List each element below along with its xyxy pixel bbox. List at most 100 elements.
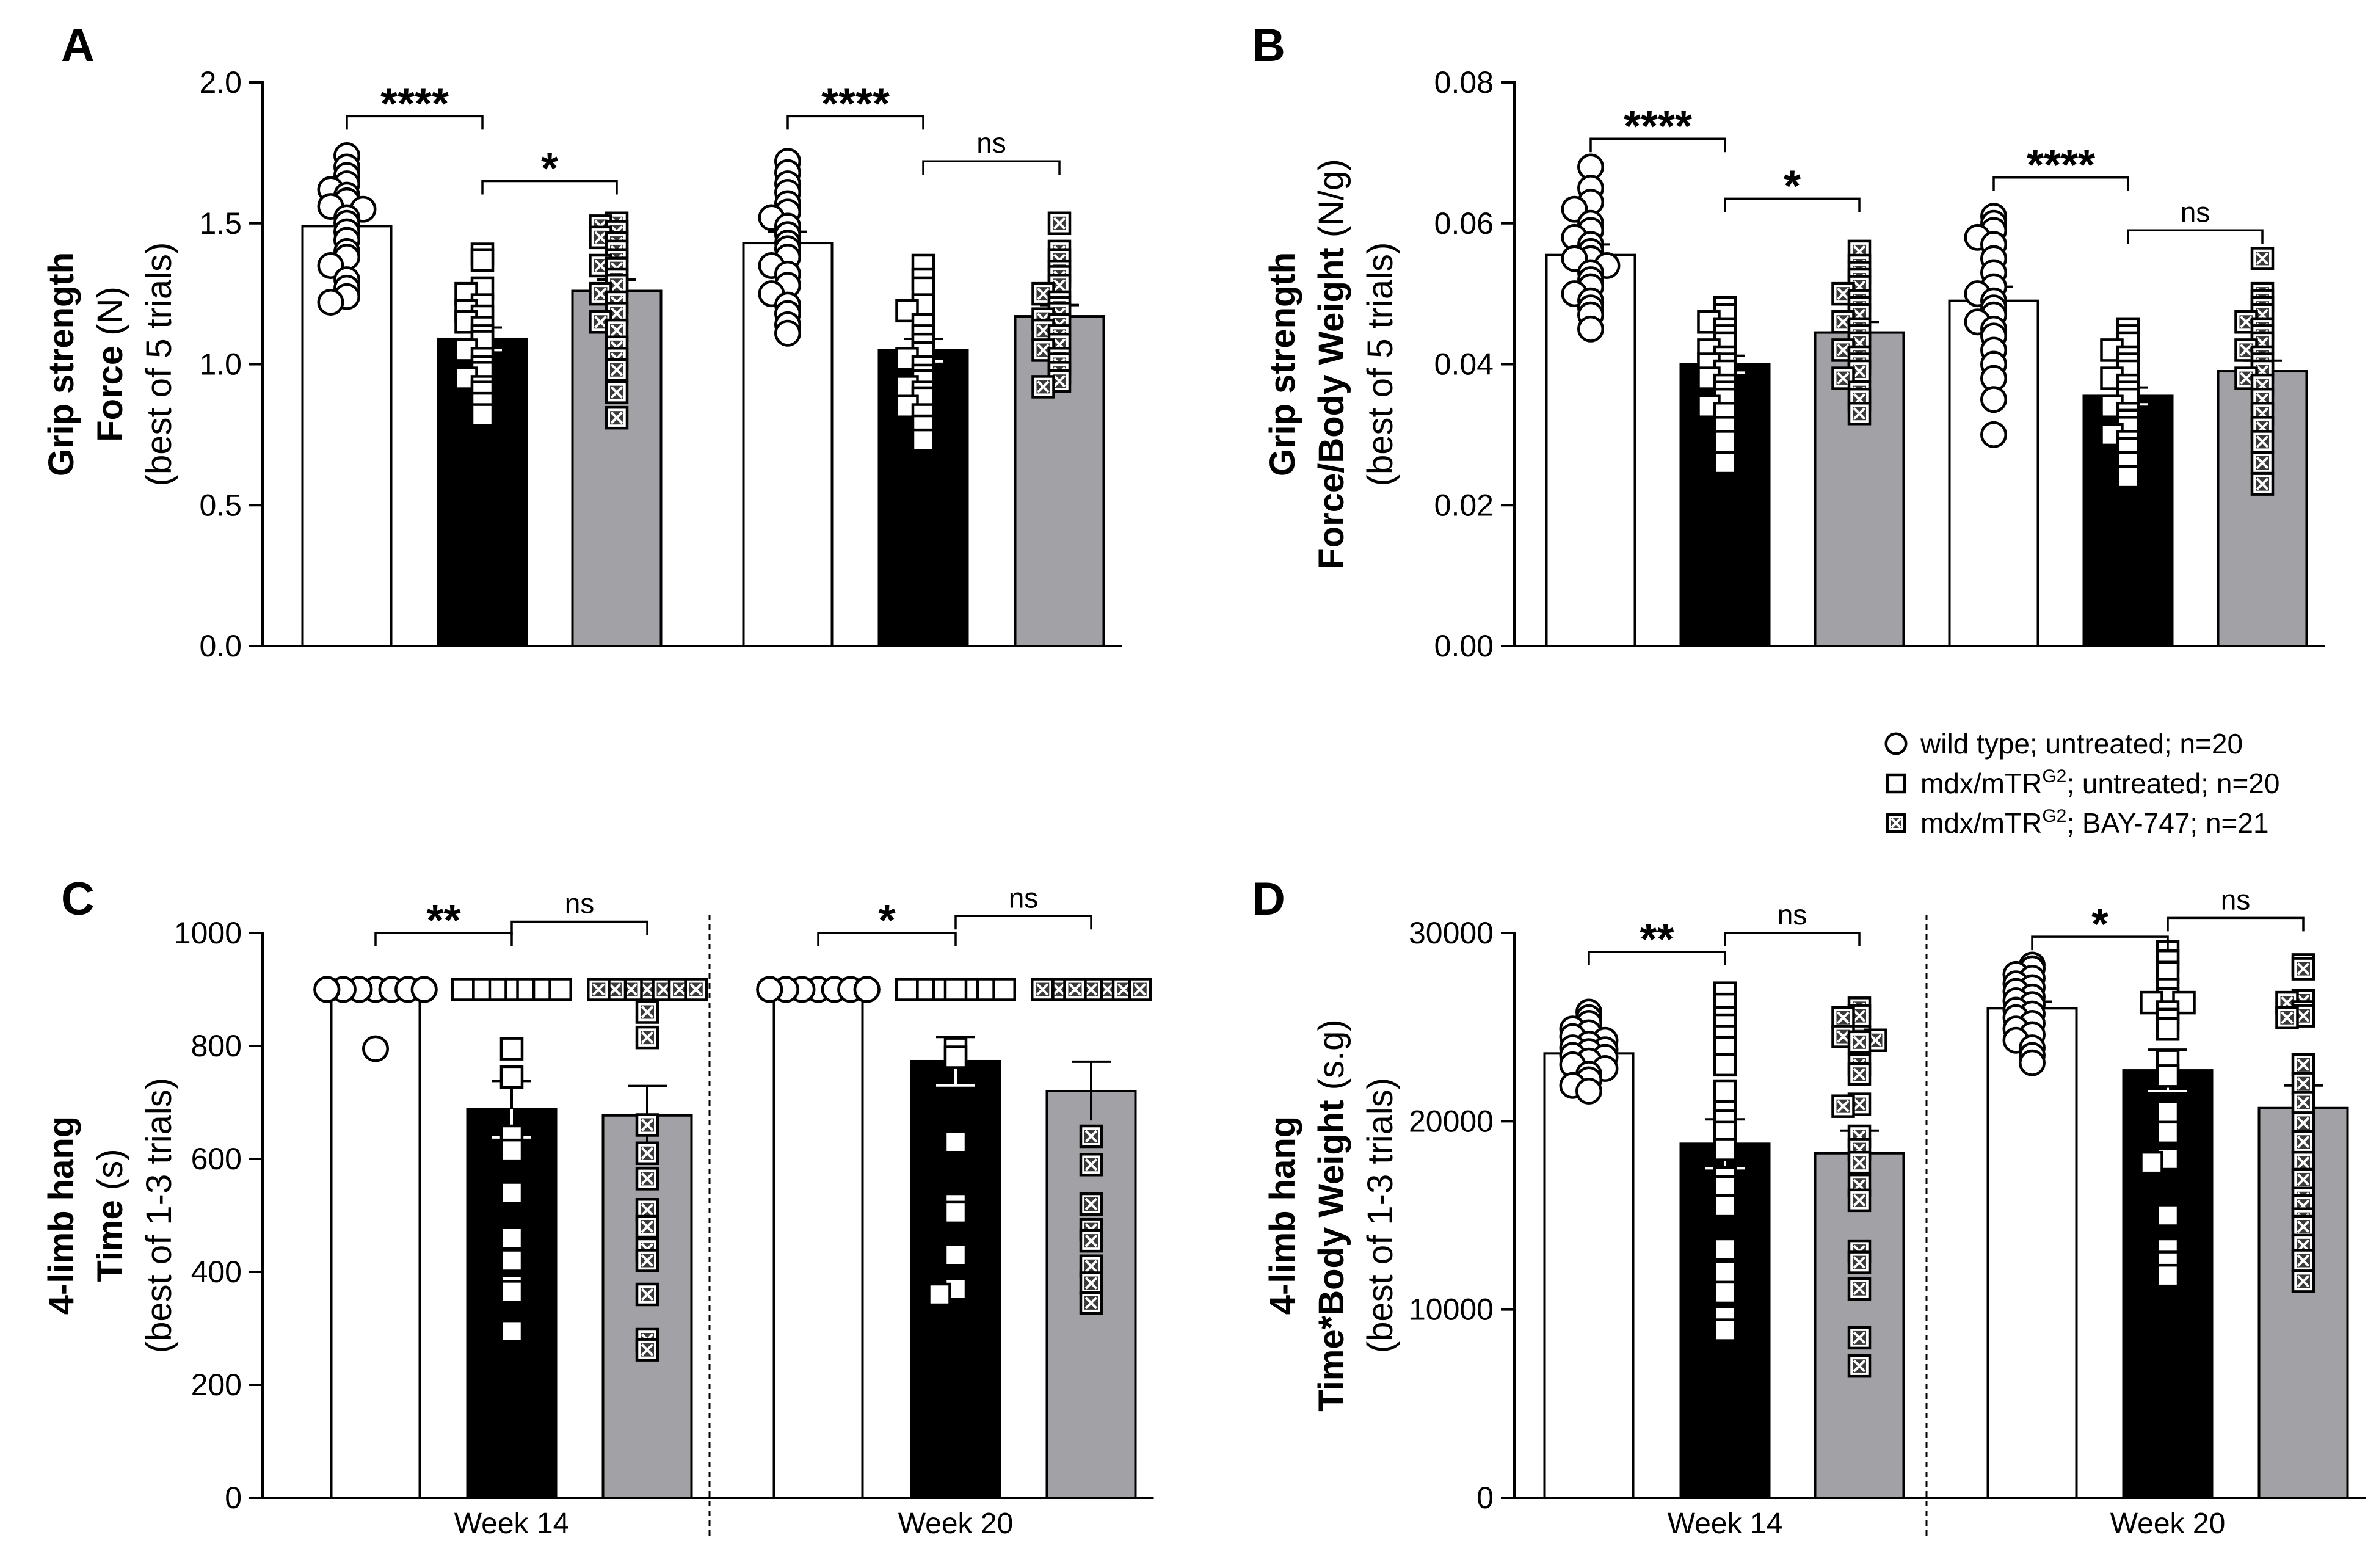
data-point-bay-x2 xyxy=(641,1254,654,1267)
data-point-bay-x2 xyxy=(1069,983,1081,996)
data-point-bay-x2 xyxy=(594,287,607,300)
data-point-bay-x2 xyxy=(2297,1117,2310,1130)
data-point-bay-x2 xyxy=(673,983,686,996)
data-point-bay-frame xyxy=(635,1025,659,1050)
data-point-bay-x2 xyxy=(1853,1156,1866,1169)
y-tick-label: 0.04 xyxy=(1434,347,1494,382)
legend-marker-xsquare xyxy=(1886,813,1906,833)
y-tick-label: 1.5 xyxy=(199,206,242,241)
data-point-mdx xyxy=(2156,1263,2180,1288)
data-point-bay-x2 xyxy=(689,983,703,996)
data-point-bay-x2 xyxy=(1853,1256,1866,1269)
data-point-bay-x2 xyxy=(592,983,605,996)
data-point-mdx xyxy=(1713,451,1737,475)
legend-entry-prefix: mdx/mTR xyxy=(1920,807,2042,839)
data-point-mdx xyxy=(2140,1150,2163,1175)
y-axis-label-unit: (s) xyxy=(90,1149,130,1200)
data-point-wt xyxy=(853,976,881,1003)
bracket-line xyxy=(1724,932,1861,946)
data-point-bay xyxy=(1847,1326,1872,1350)
data-point-bay-x2 xyxy=(1853,1282,1866,1296)
data-point-bay-x2 xyxy=(1853,1331,1866,1345)
x-group-label: Week 20 xyxy=(2110,1508,2226,1540)
data-point-bay-x2 xyxy=(2297,962,2310,975)
data-point-wt xyxy=(410,976,438,1003)
data-point-bay-x2 xyxy=(2297,1077,2310,1090)
data-point-mdx xyxy=(2156,1017,2180,1041)
significance-label: **** xyxy=(2027,141,2095,190)
data-point-bay-x2 xyxy=(1853,1098,1866,1111)
data-point-bay xyxy=(1847,1250,1872,1274)
y-tick-label: 1000 xyxy=(174,916,242,950)
y-tick-label: 10000 xyxy=(1409,1293,1494,1327)
data-point-bay-x2 xyxy=(641,1203,654,1216)
significance-label: * xyxy=(878,896,895,945)
data-point-bay-x2 xyxy=(1869,1034,1882,1047)
y-tick-label: 0 xyxy=(225,1481,242,1515)
data-point-bay-x2 xyxy=(641,983,654,996)
x-group-label: Week 14 xyxy=(1668,1508,1783,1540)
legend-entry-prefix: mdx/mTR xyxy=(1920,768,2042,799)
data-point-bay-x2 xyxy=(1853,1067,1866,1081)
significance-label: **** xyxy=(821,79,890,128)
y-axis-label-main: Time*Body Weight xyxy=(1312,1100,1351,1411)
data-point-bay-x2 xyxy=(2297,1173,2310,1186)
panel-letter-D: D xyxy=(1252,873,1285,925)
bracket-line xyxy=(922,160,1061,175)
y-axis-label-line-2: Time (s) xyxy=(90,1149,130,1282)
data-point-mdx xyxy=(470,403,495,427)
bar-mdx-week14 xyxy=(466,1108,558,1499)
bracket-line xyxy=(481,180,618,195)
data-point-wt xyxy=(1577,315,1604,343)
data-point-bay-x2 xyxy=(2297,1254,2310,1267)
data-point-bay-x2 xyxy=(625,983,637,996)
significance-label: ns xyxy=(2221,884,2251,915)
significance-bracket: ns xyxy=(2167,884,2305,932)
significance-bracket: ns xyxy=(922,127,1061,175)
data-point-mdx xyxy=(895,978,919,1001)
data-point-bay xyxy=(1031,978,1055,1001)
data-point-bay xyxy=(1847,1277,1872,1301)
data-point-bay-x2 xyxy=(2297,1275,2310,1288)
bracket-line xyxy=(786,115,924,130)
data-point-bay-x2 xyxy=(1853,407,1866,420)
data-point-bay xyxy=(2291,1167,2315,1192)
y-axis-label-main: Force xyxy=(90,346,130,442)
legend-entry: mdx/mTRG2; untreated; n=20 xyxy=(1920,766,2279,799)
legend-marker-square xyxy=(1886,773,1906,794)
data-point-bay-x2 xyxy=(1084,1130,1098,1143)
data-point-bay-x2 xyxy=(2256,435,2269,448)
significance-label: ns xyxy=(2181,196,2210,228)
significance-bracket: ns xyxy=(510,888,648,935)
data-point-bay-x2 xyxy=(2297,1156,2310,1169)
y-tick-label: 800 xyxy=(191,1029,242,1063)
data-point-bay-x2 xyxy=(610,411,623,424)
panel-letter-A: A xyxy=(61,20,95,71)
data-point-mdx xyxy=(1713,1138,1737,1161)
data-point-bay-x2 xyxy=(1853,365,1866,378)
data-point-mdx xyxy=(1713,1053,1737,1077)
significance-bracket: **** xyxy=(1992,141,2129,191)
data-point-bay xyxy=(1847,1150,1872,1175)
data-point-wt xyxy=(1575,1078,1602,1105)
data-point-bay xyxy=(635,1167,659,1191)
data-point-bay-frame xyxy=(1847,402,1872,426)
y-tick-label: 200 xyxy=(191,1368,242,1402)
significance-bracket: ns xyxy=(954,882,1092,930)
data-point-bay xyxy=(684,978,708,1001)
y-tick-label: 0.02 xyxy=(1434,488,1494,522)
data-point-bay-x2 xyxy=(1053,279,1066,292)
data-point-bay xyxy=(635,1282,659,1307)
significance-label: ns xyxy=(565,888,595,920)
significance-bracket: * xyxy=(2031,900,2169,951)
y-axis-label-line-2: Time*Body Weight (s.g) xyxy=(1312,1019,1351,1411)
y-tick-label: 600 xyxy=(191,1142,242,1176)
bracket-line xyxy=(510,920,648,935)
y-axis-label-unit: (N) xyxy=(90,286,130,346)
data-point-bay xyxy=(605,380,629,404)
y-axis-label-line-1: 4-limb hang xyxy=(1263,1116,1302,1315)
data-point-bay-x2 xyxy=(2297,1058,2310,1072)
data-point-bay-x2 xyxy=(1853,1036,1866,1049)
y-tick-label: 20000 xyxy=(1409,1104,1494,1138)
data-point-bay-x2 xyxy=(1084,1234,1098,1247)
